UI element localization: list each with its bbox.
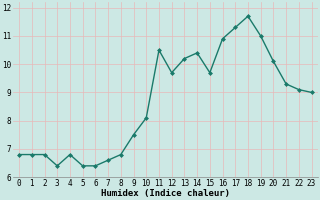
- X-axis label: Humidex (Indice chaleur): Humidex (Indice chaleur): [101, 189, 230, 198]
